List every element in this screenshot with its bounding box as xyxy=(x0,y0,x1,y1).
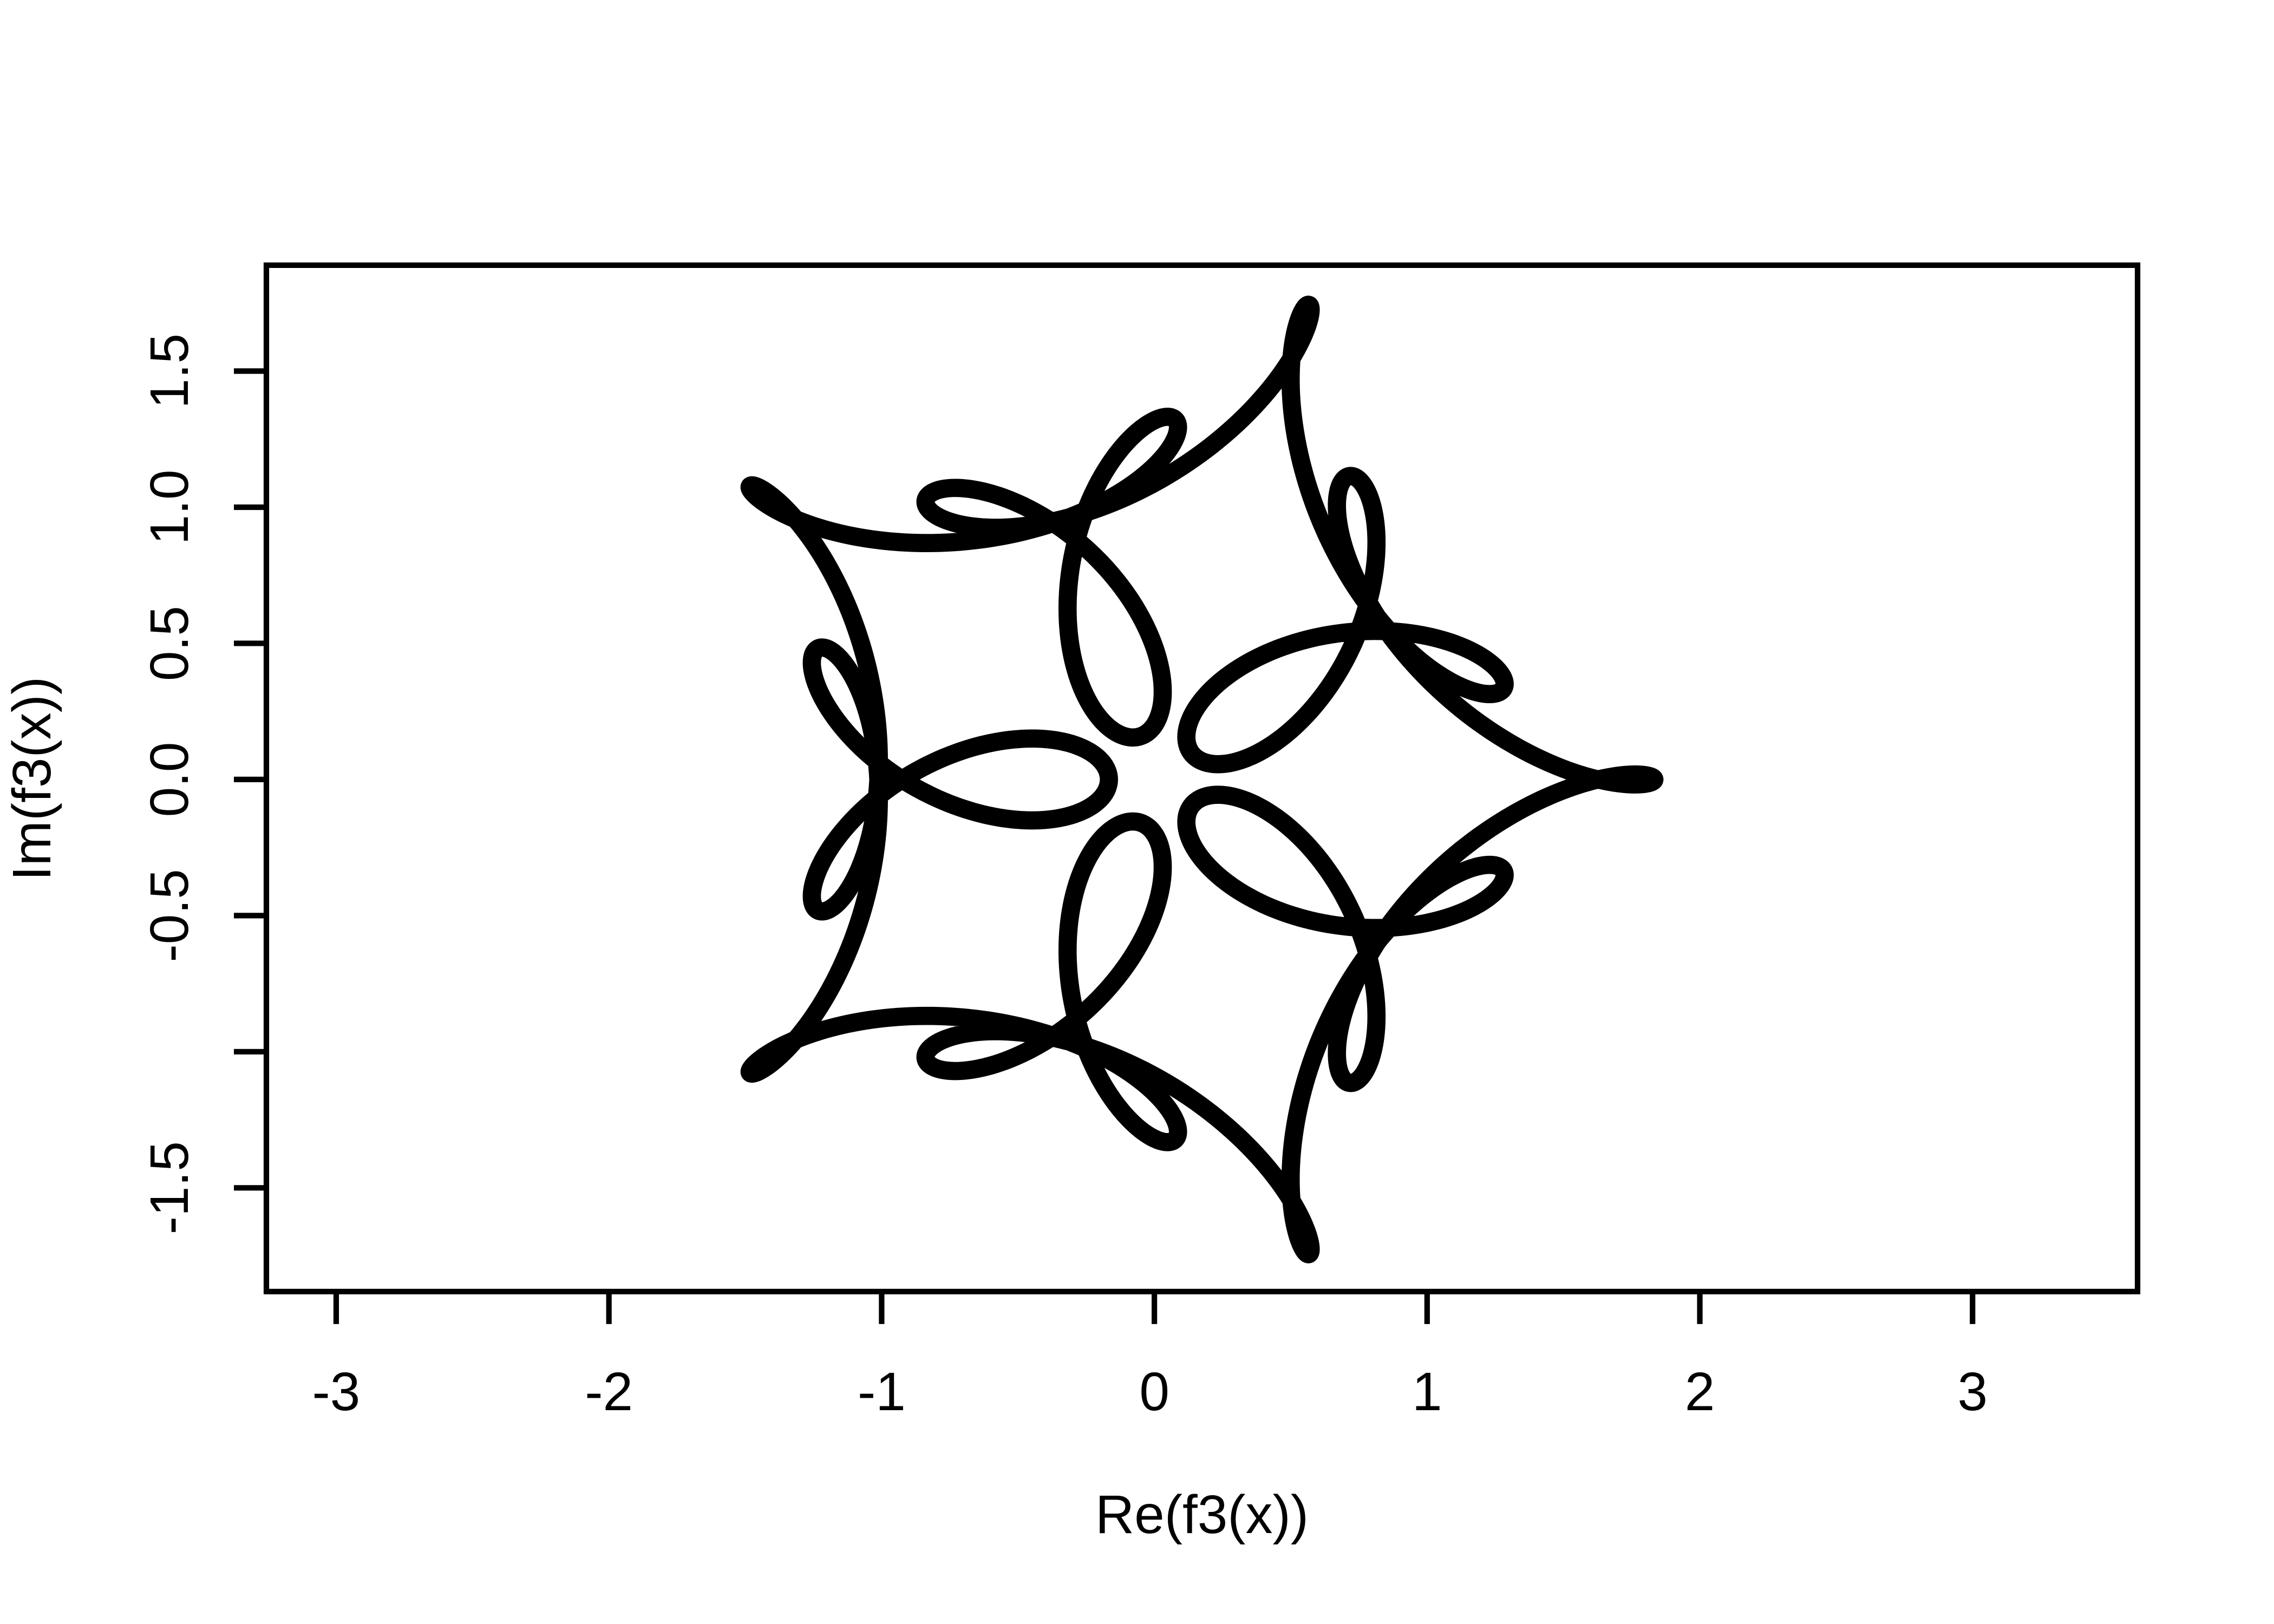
plot-frame xyxy=(263,262,2141,1295)
f3-curve xyxy=(740,296,1664,1263)
x-tick-label: -1 xyxy=(858,1362,906,1422)
y-tick-label: -1.5 xyxy=(140,1141,200,1234)
y-tick-label: -0.5 xyxy=(140,869,200,962)
x-tick-label: 3 xyxy=(1957,1362,1988,1422)
x-tick-label: -3 xyxy=(312,1362,361,1422)
y-tick-label: 1.0 xyxy=(140,469,200,545)
x-tick-label: 0 xyxy=(1139,1362,1169,1422)
y-tick-label: 1.5 xyxy=(140,333,200,409)
y-axis-title: Im(f3(x)) xyxy=(2,677,62,881)
x-axis-ticks: -3 -2 -1 0 1 2 3 xyxy=(312,1291,1988,1422)
y-tick-label: 0.5 xyxy=(140,606,200,681)
x-tick-label: -2 xyxy=(585,1362,633,1422)
x-axis-title: Re(f3(x)) xyxy=(1095,1485,1309,1545)
x-tick-label: 1 xyxy=(1412,1362,1442,1422)
y-axis-ticks: -1.5 -0.5 0.0 0.5 1.0 1.5 xyxy=(140,333,266,1234)
y-tick-label: 0.0 xyxy=(140,742,200,817)
x-tick-label: 2 xyxy=(1685,1362,1715,1422)
